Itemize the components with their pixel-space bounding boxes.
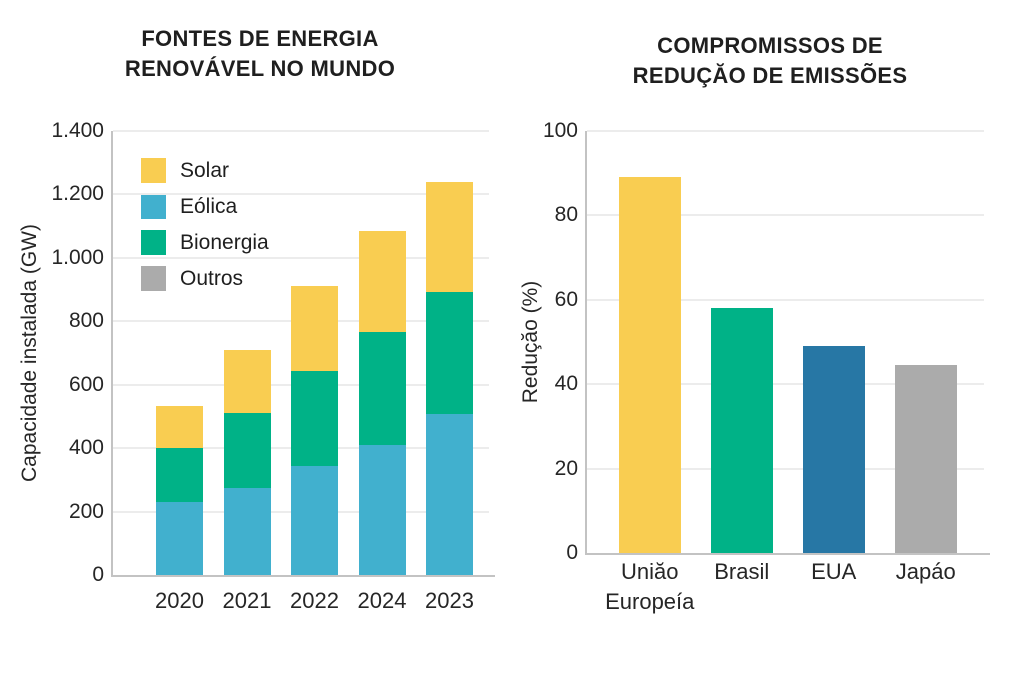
chart-title-emissions: COMPROMISSOS DE REDUÇĂO DE EMISSÕES	[632, 33, 908, 88]
chart-title-renewables: FONTES DE ENERGIA RENOVÁVEL NO MUNDO	[124, 26, 396, 81]
y-tick-label: 1.000	[51, 245, 104, 269]
y-tick-label: 40	[554, 372, 578, 396]
y-tick-label: 0	[566, 541, 578, 564]
y-tick-label: 100	[542, 119, 578, 142]
legend-item: Bionergia	[141, 230, 269, 255]
gridline	[113, 193, 489, 196]
bar-segment-eólica	[358, 445, 406, 575]
bar-2	[803, 346, 865, 553]
x-tick-label: 2020	[155, 588, 204, 613]
x-tick-label: EUA	[811, 559, 857, 584]
x-axis-line	[111, 575, 495, 577]
y-tick-label: 1.400	[51, 119, 104, 142]
legend-label: Outros	[180, 267, 244, 290]
gridline	[587, 130, 984, 132]
bar-segment-eólica	[291, 465, 338, 575]
legend-item: Solar	[141, 158, 269, 183]
bar-segment-bionergia	[156, 448, 203, 503]
y-axis-line	[111, 131, 113, 575]
legend-swatch-solar	[141, 158, 166, 183]
gridline	[587, 467, 984, 470]
legend-swatch-eólica	[141, 194, 166, 219]
x-tick-label: Uniăo Europeía	[605, 559, 695, 614]
gridline	[587, 383, 984, 386]
bar-3	[895, 365, 957, 553]
bar-segment-bionergia	[223, 413, 271, 489]
bar-segment-eólica	[426, 413, 473, 575]
y-tick-label: 200	[68, 499, 104, 523]
bar-segment-solar	[291, 286, 338, 372]
y-tick-label: 20	[554, 456, 578, 480]
y-tick-label: 1.200	[51, 182, 104, 206]
bar-segment-bionergia	[426, 291, 473, 414]
legend-label: Eólica	[180, 195, 238, 218]
x-tick-label: Brasil	[714, 559, 770, 584]
bar-segment-solar	[223, 349, 271, 414]
bar-segment-solar	[358, 231, 406, 333]
bar-segment-bionergia	[291, 371, 338, 466]
y-tick-label: 60	[554, 287, 578, 311]
bar-0	[619, 177, 681, 553]
x-tick-label: 2023	[425, 588, 474, 613]
legend-label: Bionergia	[180, 231, 269, 254]
y-tick-label: 80	[554, 203, 578, 227]
x-tick-label: 2022	[290, 588, 339, 613]
legend-item: Eólica	[141, 194, 269, 219]
bar-segment-solar	[426, 182, 473, 292]
x-tick-label: 2024	[357, 588, 407, 613]
legend-item: Outros	[141, 266, 269, 291]
bar-1	[711, 308, 773, 553]
legend-label: Solar	[180, 159, 230, 182]
x-tick-label: 2021	[222, 588, 272, 613]
legend-swatch-outros	[141, 266, 166, 291]
gridline	[113, 130, 489, 132]
y-tick-label: 400	[68, 436, 104, 460]
x-tick-label: Japáo	[895, 559, 956, 584]
y-axis-line	[585, 131, 587, 553]
y-tick-label: 800	[68, 309, 104, 333]
x-axis-line	[585, 553, 990, 555]
bar-segment-bionergia	[358, 332, 406, 446]
legend: Solar Eólica Bionergia Outros	[141, 158, 269, 302]
gridline	[587, 298, 984, 301]
legend-swatch-bionergia	[141, 230, 166, 255]
y-tick-label: 0	[92, 563, 104, 586]
bar-segment-solar	[156, 405, 203, 449]
y-tick-label: 600	[68, 372, 104, 396]
bar-segment-eólica	[156, 502, 203, 575]
y-axis-title-emissions: Reduçăo (%)	[519, 280, 542, 404]
gridline	[113, 256, 489, 259]
gridline	[587, 214, 984, 217]
bar-segment-eólica	[223, 488, 271, 575]
